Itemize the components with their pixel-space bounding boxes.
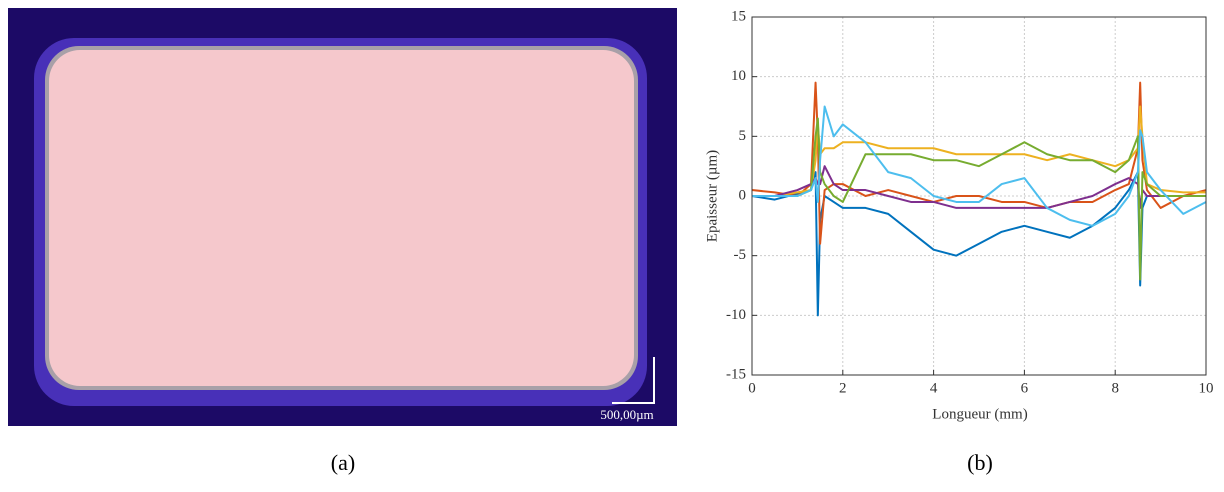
chart: -15 -10 -5 0 5 10 15 0 2 4 6 8 10 (726, 8, 1214, 396)
series-line (752, 165, 1206, 209)
series-line (752, 117, 1206, 281)
caption: (b) (967, 450, 993, 475)
y-tick-label: -15 (726, 366, 746, 382)
y-tick-label: 10 (731, 68, 746, 84)
series-line (752, 105, 1207, 227)
y-axis-label: Epaisseur (µm) (704, 150, 720, 242)
x-tick-label: 6 (1021, 380, 1029, 396)
y-tick-label: 15 (731, 8, 746, 24)
photo: 500,00µm (8, 8, 677, 426)
y-tick-label: -5 (734, 247, 747, 263)
x-tick-label: 0 (748, 380, 756, 396)
photo-sample (49, 50, 634, 386)
scale-label: 500,00µm (600, 407, 653, 422)
y-tick-label: 0 (739, 187, 747, 203)
x-tick-label: 2 (839, 380, 847, 396)
y-tick-label: 5 (739, 128, 747, 144)
x-tick-label: 10 (1199, 380, 1214, 396)
axes-box (751, 16, 1207, 376)
caption: (a) (331, 450, 355, 475)
x-axis-label: Longueur (mm) (932, 406, 1027, 422)
x-tick-label: 8 (1111, 380, 1119, 396)
y-tick-label: -10 (726, 307, 746, 323)
x-tick-label: 4 (930, 380, 938, 396)
